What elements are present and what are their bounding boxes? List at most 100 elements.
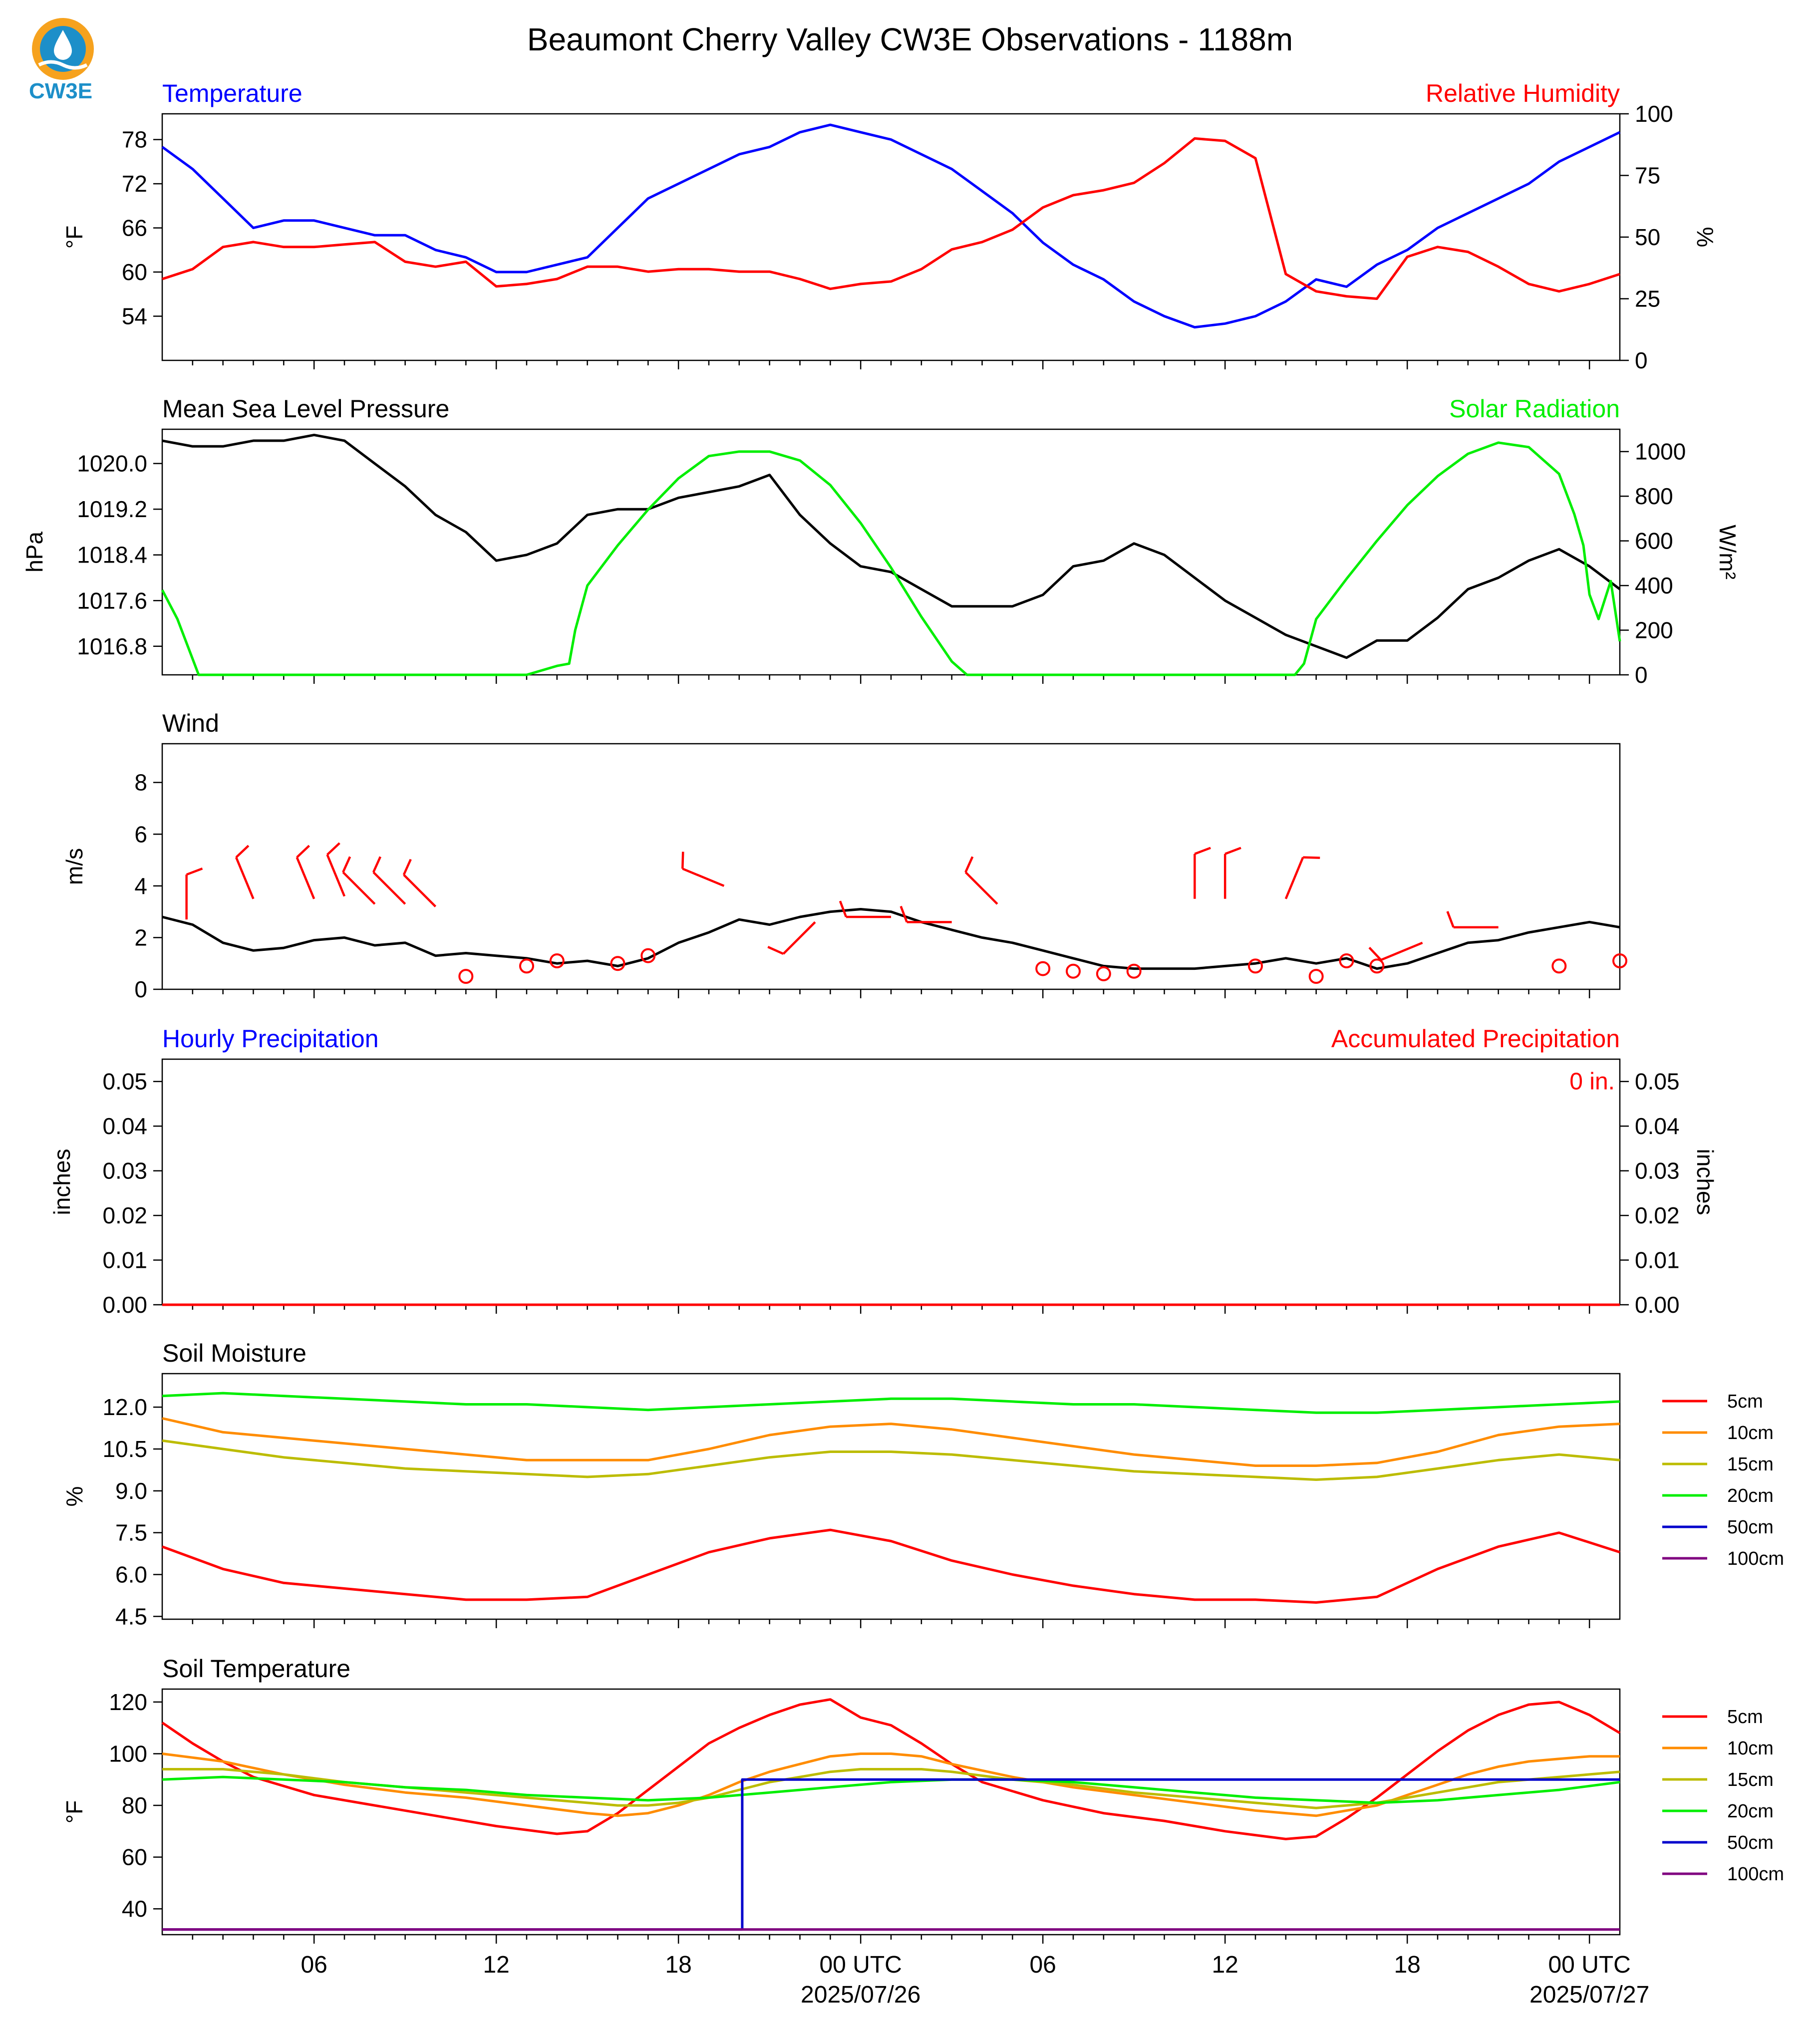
y-tick-label: 10.5 [102, 1436, 147, 1462]
wind-barb-calm [1551, 958, 1567, 974]
wind-barb-calm [610, 956, 625, 971]
y-tick-label: 1016.8 [77, 633, 147, 659]
cw3e-logo: CW3E [24, 15, 124, 110]
wind-barb-calm [519, 958, 534, 974]
x-tick-label: 00 UTC [819, 1952, 902, 1978]
wind-barb-flag [402, 859, 412, 875]
y-tick-label: 0.03 [102, 1158, 147, 1184]
legend-label: 50cm [1727, 1517, 1774, 1538]
series-line-5cm [162, 1528, 1620, 1604]
wind-barb-staff [235, 857, 255, 899]
panel-title-left: Soil Temperature [162, 1655, 350, 1683]
x-tick-label: 06 [301, 1952, 327, 1978]
series-line-20cm [162, 1775, 1620, 1804]
wind-barb-calm [458, 969, 474, 984]
wind-barb-calm [1248, 958, 1263, 974]
y-tick-label: 78 [122, 127, 147, 153]
legend-label: 100cm [1727, 1864, 1784, 1885]
wind-barb-staff [342, 871, 376, 905]
y-tick-label: 4 [134, 873, 147, 899]
wind-barb-calm [549, 953, 565, 969]
y-tick-label: 66 [122, 215, 147, 241]
panel-title-right: Solar Radiation [1449, 395, 1620, 423]
series-line-15cm [162, 1768, 1620, 1809]
wind-barb-flag [186, 868, 203, 876]
legend-label: 10cm [1727, 1423, 1774, 1444]
panel-title-left: Mean Sea Level Pressure [162, 395, 449, 423]
legend-label: 15cm [1727, 1454, 1774, 1475]
y-tick-label: 0 [134, 976, 147, 1002]
x-tick-label: 06 [1029, 1952, 1056, 1978]
wind-barb-flag [767, 945, 784, 955]
wind-barb-flag [1368, 946, 1382, 961]
wind-barb-staff [782, 921, 816, 955]
y2-axis-label: W/m² [1715, 525, 1741, 579]
y-tick-label: 80 [122, 1792, 147, 1818]
series-line-15cm [162, 1439, 1620, 1481]
wind-barb-calm [1612, 953, 1627, 969]
y-tick-label: 6.0 [115, 1562, 147, 1588]
legend-label: 10cm [1727, 1738, 1774, 1759]
wind-barb-flag [964, 856, 974, 873]
y-tick-label: 4.5 [115, 1603, 147, 1629]
panel-title-left: Wind [162, 709, 219, 737]
wind-barb-calm [640, 948, 656, 963]
cw3e-logo-icon [32, 18, 94, 80]
wind-barb-flag [372, 856, 382, 873]
y2-tick-label: 0.05 [1635, 1069, 1680, 1095]
y-tick-label: 6 [134, 821, 147, 847]
y-tick-label: 72 [122, 171, 147, 197]
y2-tick-label: 0.03 [1635, 1158, 1680, 1184]
y2-tick-label: 25 [1635, 286, 1660, 312]
y2-tick-label: 1000 [1635, 439, 1686, 465]
y2-tick-label: 800 [1635, 483, 1673, 509]
y-tick-label: 0.05 [102, 1069, 147, 1095]
series-line-5cm [161, 1698, 1621, 1840]
y-tick-label: 12.0 [102, 1394, 147, 1420]
wind-barb-calm [1066, 963, 1081, 979]
wind-barb-staff [1380, 941, 1423, 961]
panel-title-left: Temperature [162, 79, 303, 107]
wind-barb-calm [1308, 969, 1324, 984]
y-axis-label: m/s [61, 848, 87, 885]
series-line-10cm [162, 1752, 1620, 1817]
y2-tick-label: 600 [1635, 528, 1673, 554]
wind-barb-staff [403, 874, 437, 907]
wind-barb-staff [1284, 857, 1304, 899]
plot-frame-pressure-solar [161, 428, 1621, 676]
panel-title-left: Soil Moisture [162, 1339, 306, 1367]
panel-title-right: Relative Humidity [1426, 79, 1620, 107]
legend-label: 5cm [1727, 1707, 1763, 1728]
series-line-wind-speed [162, 908, 1620, 970]
wind-barb-staff [682, 868, 725, 887]
legend-label: 5cm [1727, 1391, 1763, 1412]
wind-barb-calm [1035, 961, 1051, 976]
wind-barb-staff [296, 857, 315, 899]
wind-barb-flag [1446, 911, 1455, 928]
legend-label: 20cm [1727, 1801, 1774, 1822]
y2-tick-label: 400 [1635, 573, 1673, 598]
legend-label: 20cm [1727, 1485, 1774, 1506]
y-tick-label: 100 [109, 1740, 147, 1766]
plot-frame-temp-rh [161, 113, 1621, 361]
y2-axis-label: % [1692, 227, 1718, 248]
y2-tick-label: 0 [1635, 662, 1648, 688]
x-tick-label: 12 [483, 1952, 509, 1978]
y-tick-label: 0.02 [102, 1202, 147, 1228]
plot-frame-precip [161, 1058, 1621, 1306]
wind-barb-flag [296, 845, 310, 859]
y-tick-label: 60 [122, 1844, 147, 1870]
panel-title-right: Accumulated Precipitation [1331, 1025, 1620, 1053]
y-tick-label: 9.0 [115, 1478, 147, 1504]
y-tick-label: 1017.6 [77, 587, 147, 613]
series-line-temperature [161, 123, 1621, 329]
y2-tick-label: 50 [1635, 224, 1660, 250]
y-tick-label: 54 [122, 303, 147, 329]
y-tick-label: 1018.4 [77, 542, 147, 568]
series-line-10cm [162, 1417, 1620, 1467]
x-date-label: 2025/07/27 [1529, 1982, 1649, 2008]
legend-label: 100cm [1727, 1548, 1784, 1569]
y2-tick-label: 0.04 [1635, 1113, 1680, 1139]
wind-barb-flag [235, 845, 250, 859]
wind-barb-calm [1369, 958, 1385, 974]
